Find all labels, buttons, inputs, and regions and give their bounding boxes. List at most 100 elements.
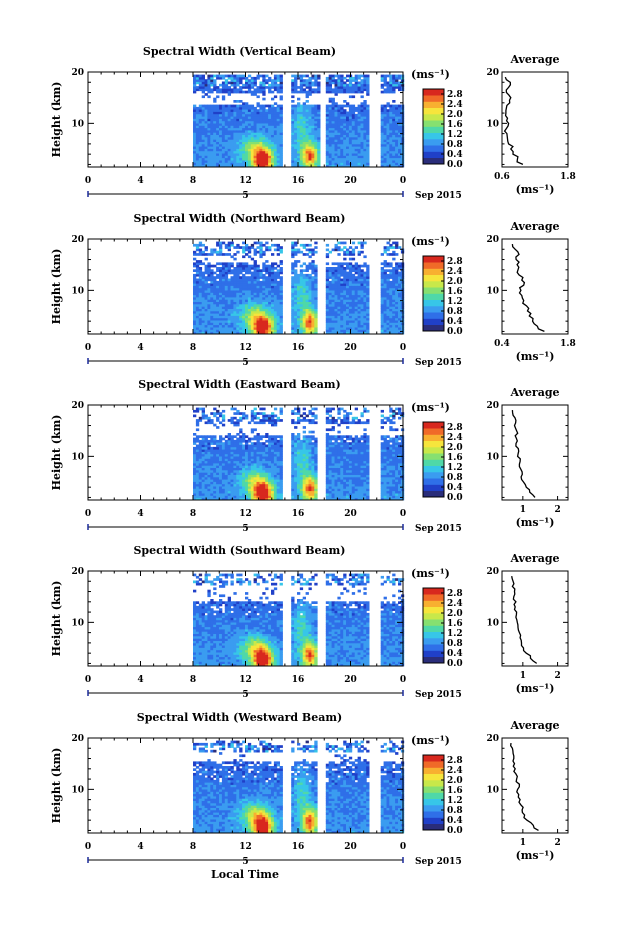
heatmap-cell xyxy=(314,106,318,110)
heatmap-cell xyxy=(219,104,223,108)
heatmap-cell xyxy=(204,283,208,286)
heatmap-cell xyxy=(273,81,278,85)
heatmap-cell xyxy=(340,248,344,252)
heatmap-cell xyxy=(242,162,246,166)
heatmap-cell xyxy=(334,130,338,133)
heatmap-cell xyxy=(297,130,301,133)
heatmap-cell xyxy=(331,317,335,321)
heatmap-cell xyxy=(311,260,315,263)
heatmap-cell xyxy=(279,299,283,302)
heatmap-cell xyxy=(262,83,266,87)
heatmap-cell xyxy=(311,83,315,87)
heatmap-cell xyxy=(256,292,260,296)
heatmap-cell xyxy=(337,137,341,140)
heatmap-cell xyxy=(276,150,280,154)
heatmap-cell xyxy=(386,104,390,108)
heatmap-cell xyxy=(297,290,301,293)
heatmap-cell xyxy=(328,74,332,78)
heatmap-cell xyxy=(334,155,338,159)
heatmap-cell xyxy=(380,150,384,154)
heatmap-cell xyxy=(383,294,387,298)
heatmap-cell xyxy=(233,331,237,335)
heatmap-cell xyxy=(389,310,393,314)
heatmap-cell xyxy=(302,130,306,133)
heatmap-cell xyxy=(334,278,338,282)
heatmap-cell xyxy=(227,479,231,482)
heatmap-cell xyxy=(213,313,217,316)
heatmap-cell xyxy=(221,442,226,445)
heatmap-cell xyxy=(233,116,237,119)
heatmap-cell xyxy=(247,310,252,314)
heatmap-cell xyxy=(276,146,280,149)
heatmap-cell xyxy=(331,160,335,163)
heatmap-cell xyxy=(343,308,347,312)
heatmap-cell xyxy=(343,100,347,103)
heatmap-cell xyxy=(334,306,338,309)
heatmap-cell xyxy=(230,278,234,282)
heatmap-cell xyxy=(195,299,200,302)
heatmap-cell xyxy=(236,120,240,124)
heatmap-cell xyxy=(210,74,214,78)
heatmap-cell xyxy=(380,310,384,314)
heatmap-cell xyxy=(363,297,367,300)
heatmap-cell xyxy=(317,155,321,159)
heatmap-cell xyxy=(230,460,234,464)
heatmap-cell xyxy=(227,139,231,142)
heatmap-cell xyxy=(279,134,283,138)
heatmap-cell xyxy=(268,113,272,117)
heatmap-cell xyxy=(259,83,263,87)
heatmap-cell xyxy=(354,160,358,163)
heatmap-cell xyxy=(242,118,246,122)
heatmap-cell xyxy=(366,285,370,289)
heatmap-cell xyxy=(389,301,393,305)
heatmap-cell xyxy=(395,320,399,323)
heatmap-cell xyxy=(224,327,229,330)
heatmap-cell xyxy=(334,162,338,166)
heatmap-cell xyxy=(305,329,309,333)
heatmap-cell xyxy=(271,106,275,110)
heatmap-cell xyxy=(273,137,278,140)
heatmap-cell xyxy=(317,137,321,140)
heatmap-cell xyxy=(343,146,347,149)
heatmap-cell xyxy=(193,132,197,135)
heatmap-cell xyxy=(230,488,234,492)
heatmap-cell xyxy=(201,490,205,494)
heatmap-cell xyxy=(366,74,370,78)
heatmap-cell xyxy=(224,331,229,335)
heatmap-cell xyxy=(239,155,243,159)
heatmap-cell xyxy=(325,297,330,300)
heatmap-cell xyxy=(331,320,335,323)
heatmap-cell xyxy=(363,294,367,298)
heatmap-cell xyxy=(245,109,249,112)
heatmap-cell xyxy=(195,456,200,459)
heatmap-cell xyxy=(224,463,229,466)
heatmap-cell xyxy=(247,299,252,302)
heatmap-cell xyxy=(262,137,266,140)
heatmap-cell xyxy=(262,276,266,279)
heatmap-cell xyxy=(271,297,275,300)
heatmap-cell xyxy=(210,164,214,168)
heatmap-cell xyxy=(331,308,335,312)
heatmap-cell xyxy=(236,329,240,333)
heatmap-cell xyxy=(210,446,214,450)
heatmap-cell xyxy=(265,118,269,122)
heatmap-cell xyxy=(250,120,255,124)
heatmap-cell xyxy=(227,453,231,457)
heatmap-cell xyxy=(273,262,278,266)
heatmap-cell xyxy=(291,250,295,254)
heatmap-cell xyxy=(224,162,229,166)
heatmap-cell xyxy=(334,243,338,247)
heatmap-cell xyxy=(328,81,332,85)
heatmap-cell xyxy=(268,278,272,282)
heatmap-cell xyxy=(331,262,335,266)
heatmap-cell xyxy=(268,276,272,279)
heatmap-cell xyxy=(227,301,231,305)
heatmap-cell xyxy=(308,243,312,247)
heatmap-cell xyxy=(398,118,402,122)
heatmap-cell xyxy=(308,304,312,307)
heatmap-cell xyxy=(247,130,252,133)
heatmap-cell xyxy=(294,308,298,312)
heatmap-cell xyxy=(386,153,390,156)
heatmap-cell xyxy=(271,139,275,142)
heatmap-cell xyxy=(201,486,205,489)
